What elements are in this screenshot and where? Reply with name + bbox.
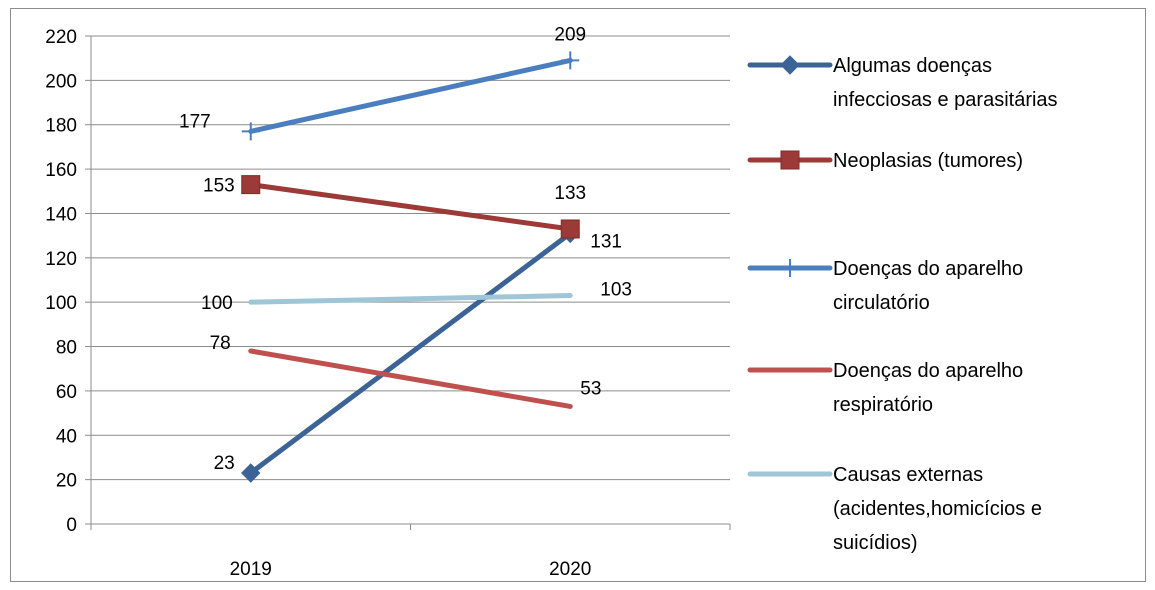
x-tick-label: 2019	[230, 559, 272, 580]
data-point-marker	[241, 122, 260, 141]
data-label: 177	[179, 111, 211, 132]
y-tick-label: 180	[45, 116, 77, 137]
y-tick-label: 100	[45, 293, 77, 314]
y-tick-label: 60	[56, 382, 77, 403]
legend-label: Doenças do aparelho	[833, 258, 1023, 280]
data-label: 133	[554, 183, 586, 204]
y-tick-label: 200	[45, 71, 77, 92]
y-tick-label: 0	[66, 515, 77, 536]
data-label: 78	[210, 333, 231, 354]
series-line-doencas-do-aparelho-circulatorio	[248, 57, 573, 134]
series-line-algumas-doencas-infecciosas-e-parasitarias	[248, 230, 573, 476]
y-tick-label: 80	[56, 338, 77, 359]
legend-label: respiratório	[833, 394, 933, 416]
y-tick-label: 120	[45, 249, 77, 270]
legend-label: (acidentes,homicícios e	[833, 498, 1042, 520]
legend-label: infecciosas e parasitárias	[833, 89, 1058, 111]
legend-label: Causas externas	[833, 464, 983, 486]
data-point-marker	[241, 175, 261, 195]
legend-label: suicídios)	[833, 532, 917, 554]
y-tick-label: 160	[45, 160, 77, 181]
legend-marker	[780, 150, 800, 170]
legend-marker	[780, 55, 800, 75]
x-tick-label: 2020	[549, 559, 591, 580]
data-label: 23	[214, 453, 235, 474]
legend-label: Algumas doenças	[833, 55, 992, 77]
data-point-marker	[560, 219, 580, 239]
data-label: 100	[201, 293, 233, 314]
series-line-neoplasias-tumores	[248, 182, 573, 232]
y-tick-label: 20	[56, 471, 77, 492]
legend-label: Doenças do aparelho	[833, 360, 1023, 382]
y-tick-label: 40	[56, 426, 77, 447]
legend-label: Neoplasias (tumores)	[833, 150, 1023, 172]
data-point-marker	[241, 463, 261, 483]
data-label: 131	[590, 231, 622, 252]
data-label: 209	[554, 24, 586, 45]
data-label: 53	[580, 378, 601, 399]
data-point-marker	[561, 51, 580, 70]
y-tick-label: 140	[45, 204, 77, 225]
data-label: 153	[203, 176, 235, 197]
legend-marker	[781, 259, 799, 277]
series-line-causas-externas-acidentes-homicicios-e-suicidios	[248, 293, 573, 305]
legend-label: circulatório	[833, 292, 930, 314]
data-label: 103	[600, 280, 632, 301]
chart-frame	[10, 8, 1146, 582]
series-line-doencas-do-aparelho-respiratorio	[248, 348, 573, 409]
y-tick-label: 220	[45, 27, 77, 48]
